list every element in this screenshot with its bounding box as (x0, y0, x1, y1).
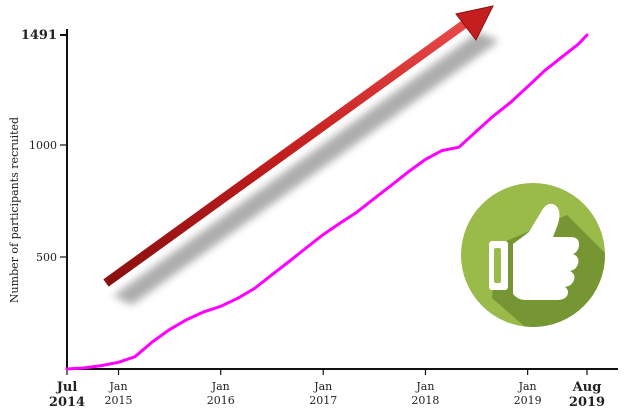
x-tick-label: 2019 (514, 394, 542, 407)
trend-arrow-icon (103, 5, 499, 305)
y-tick-label: 1000 (29, 139, 57, 152)
x-tick-label: 2015 (105, 394, 133, 407)
x-tick-label: Jan (313, 380, 332, 393)
x-tick-label: Jul (56, 380, 78, 395)
x-tick-label: Jan (211, 380, 230, 393)
x-tick-label: Jan (108, 380, 127, 393)
x-tick-label: Jan (518, 380, 537, 393)
x-tick-label: 2016 (207, 394, 235, 407)
x-tick-label: 2017 (309, 394, 337, 407)
y-axis-title: Number of participants recruited (8, 117, 21, 303)
recruitment-line (65, 33, 589, 371)
x-tick-label: Jan (415, 380, 434, 393)
y-tick-label: 500 (36, 251, 57, 264)
thumbs-up-icon (461, 183, 605, 327)
x-tick-label: 2019 (569, 395, 605, 410)
x-tick-label: Aug (572, 380, 602, 395)
x-tick-label: 2018 (411, 394, 439, 407)
x-tick-label: 2014 (49, 395, 85, 410)
y-tick-label: 1491 (21, 28, 57, 43)
